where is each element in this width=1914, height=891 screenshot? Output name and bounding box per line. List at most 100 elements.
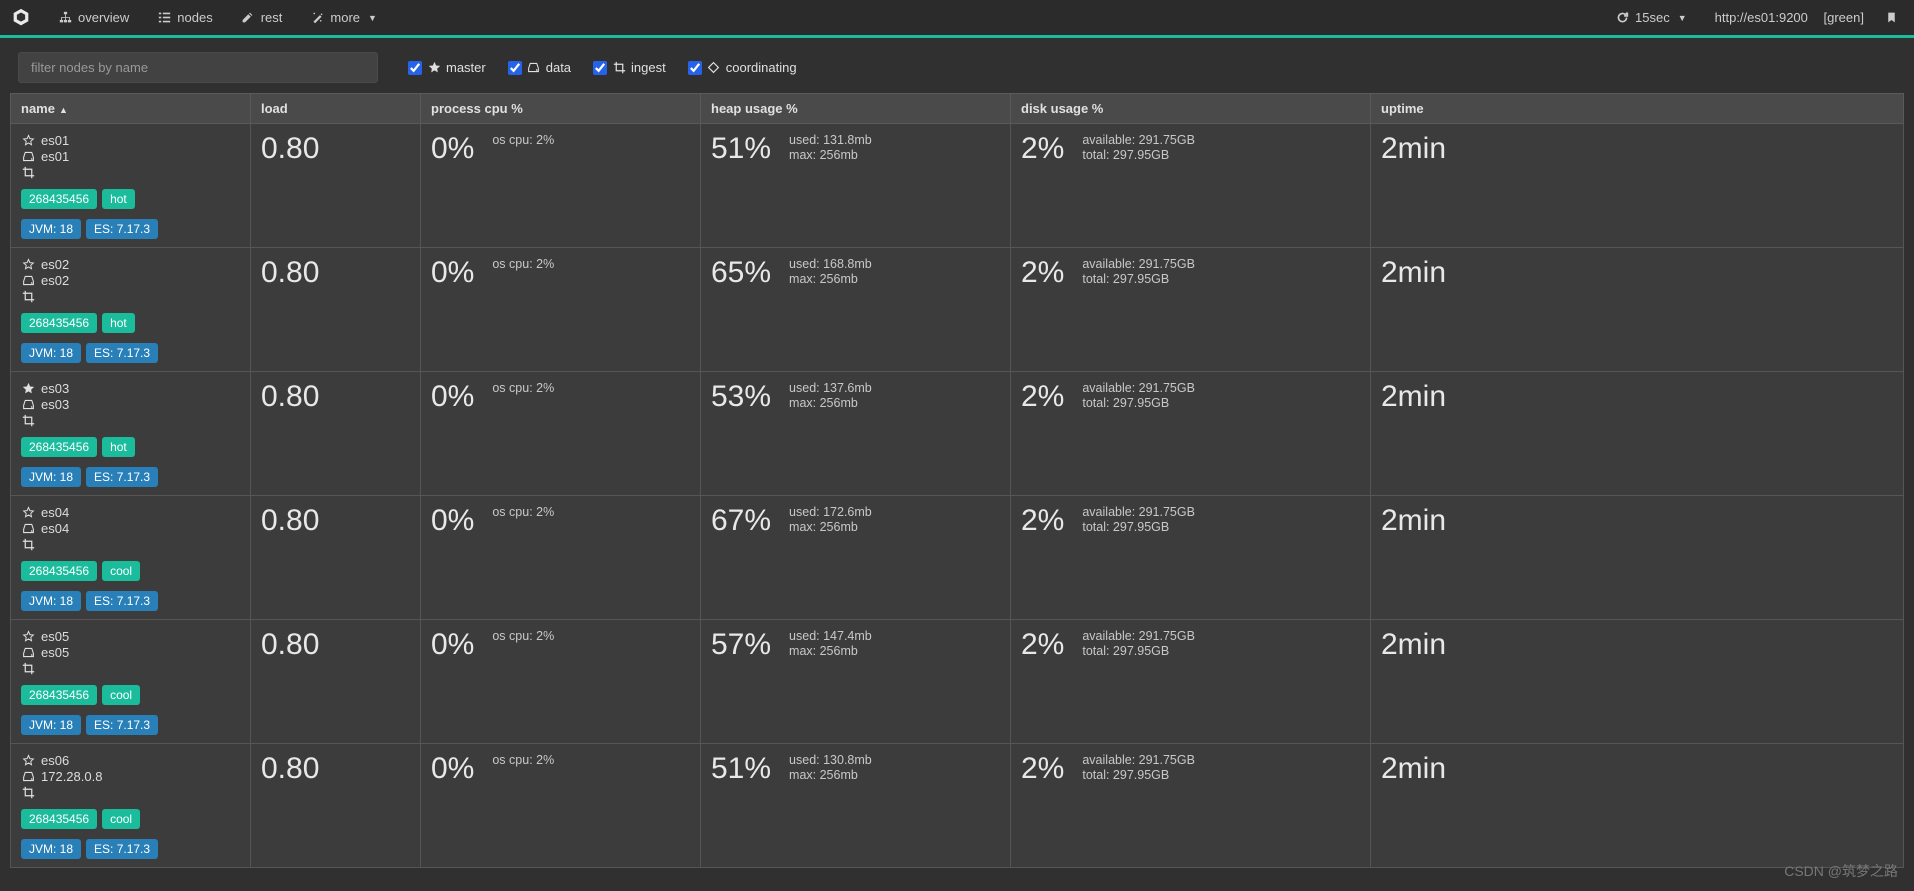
node-name[interactable]: es03 bbox=[41, 381, 69, 396]
disk-total: total: 297.95GB bbox=[1082, 768, 1195, 782]
cell-disk: 2%available: 291.75GBtotal: 297.95GB bbox=[1011, 496, 1371, 620]
heap-max: max: 256mb bbox=[789, 520, 872, 534]
cell-cpu: 0% os cpu: 2% bbox=[421, 372, 701, 496]
cell-load: 0.80 bbox=[251, 496, 421, 620]
uptime-value: 2min bbox=[1381, 256, 1893, 289]
role-filter-coordinating[interactable]: coordinating bbox=[688, 60, 797, 75]
cell-disk: 2% available: 291.75GBtotal: 297.95GB bbox=[1011, 124, 1371, 248]
cell-uptime: 2min bbox=[1371, 620, 1904, 744]
table-row: es05es05268435456coolJVM: 18ES: 7.17.30.… bbox=[11, 620, 1904, 744]
jvm-badge: JVM: 18 bbox=[21, 467, 81, 487]
cpu-value: 0% bbox=[431, 504, 474, 537]
nav-label: rest bbox=[261, 10, 283, 25]
role-checkbox[interactable] bbox=[688, 61, 702, 75]
role-checkbox[interactable] bbox=[408, 61, 422, 75]
cpu-value: 0% bbox=[431, 380, 474, 413]
nav-nodes[interactable]: nodes bbox=[143, 0, 226, 37]
filter-input[interactable] bbox=[18, 52, 378, 83]
column-header-heap[interactable]: heap usage % bbox=[701, 94, 1011, 124]
es-badge: ES: 7.17.3 bbox=[86, 467, 158, 487]
os-cpu: os cpu: 2% bbox=[492, 753, 554, 767]
role-filter-master[interactable]: master bbox=[408, 60, 486, 75]
table-row: es02es02268435456hotJVM: 18ES: 7.17.30.8… bbox=[11, 248, 1904, 372]
chevron-down-icon: ▼ bbox=[1678, 13, 1687, 23]
role-checkbox[interactable] bbox=[593, 61, 607, 75]
sitemap-icon bbox=[58, 11, 72, 25]
crop-icon bbox=[21, 413, 35, 427]
node-name[interactable]: es06 bbox=[41, 753, 69, 768]
os-cpu: os cpu: 2% bbox=[492, 629, 554, 643]
es-badge: ES: 7.17.3 bbox=[86, 591, 158, 611]
jvm-badge: JVM: 18 bbox=[21, 591, 81, 611]
nav-more[interactable]: more ▼ bbox=[296, 0, 391, 37]
os-cpu: os cpu: 2% bbox=[492, 257, 554, 271]
column-header-load[interactable]: load bbox=[251, 94, 421, 124]
hdd-icon bbox=[21, 150, 35, 164]
cell-disk: 2% available: 291.75GBtotal: 297.95GB bbox=[1011, 744, 1371, 868]
role-filter-ingest[interactable]: ingest bbox=[593, 60, 666, 75]
cell-load: 0.80 bbox=[251, 620, 421, 744]
heap-value: 51% bbox=[711, 752, 771, 785]
cell-cpu: 0%os cpu: 2% bbox=[421, 124, 701, 248]
cell-heap: 67%used: 172.6mbmax: 256mb bbox=[701, 496, 1011, 620]
hdd-icon bbox=[527, 61, 541, 75]
cell-name: es06172.28.0.8268435456coolJVM: 18ES: 7.… bbox=[11, 744, 251, 868]
nav-label: more bbox=[330, 10, 360, 25]
node-name[interactable]: es04 bbox=[41, 505, 69, 520]
disk-value: 2% bbox=[1021, 752, 1064, 785]
crop-icon bbox=[21, 289, 35, 303]
cell-name: es03es03268435456hotJVM: 18ES: 7.17.3 bbox=[11, 372, 251, 496]
cluster-link[interactable]: http://es01:9200 [green] bbox=[1701, 0, 1878, 37]
cell-load: 0.80 bbox=[251, 124, 421, 248]
cell-heap: 53%used: 137.6mbmax: 256mb bbox=[701, 372, 1011, 496]
heap-used: used: 130.8mb bbox=[789, 753, 872, 767]
es-badge: ES: 7.17.3 bbox=[86, 343, 158, 363]
cell-heap: 51%used: 130.8mbmax: 256mb bbox=[701, 744, 1011, 868]
cell-cpu: 0%os cpu: 2% bbox=[421, 248, 701, 372]
column-header-disk[interactable]: disk usage % bbox=[1011, 94, 1371, 124]
role-checkbox[interactable] bbox=[508, 61, 522, 75]
node-host: es03 bbox=[41, 397, 69, 412]
nodes-table: name▲ load process cpu % heap usage % di… bbox=[10, 93, 1904, 868]
chevron-down-icon: ▼ bbox=[368, 13, 377, 23]
refresh-dropdown[interactable]: 15sec ▼ bbox=[1601, 0, 1701, 37]
cell-uptime: 2min bbox=[1371, 124, 1904, 248]
disk-value: 2% bbox=[1021, 132, 1064, 165]
refresh-icon bbox=[1615, 11, 1629, 25]
load-value: 0.80 bbox=[261, 256, 410, 289]
disk-avail: available: 291.75GB bbox=[1082, 629, 1195, 643]
crop-icon bbox=[21, 165, 35, 179]
nav-rest[interactable]: rest bbox=[227, 0, 297, 37]
column-header-uptime[interactable]: uptime bbox=[1371, 94, 1904, 124]
role-filters: master data ingest coordinating bbox=[408, 60, 797, 75]
bookmark-button[interactable] bbox=[1878, 0, 1904, 37]
table-row: es04es04268435456coolJVM: 18ES: 7.17.30.… bbox=[11, 496, 1904, 620]
heap-value: 65% bbox=[711, 256, 771, 289]
hdd-icon bbox=[21, 398, 35, 412]
column-header-cpu[interactable]: process cpu % bbox=[421, 94, 701, 124]
column-header-name[interactable]: name▲ bbox=[11, 94, 251, 124]
heap-value: 51% bbox=[711, 132, 771, 165]
disk-avail: available: 291.75GB bbox=[1082, 381, 1195, 395]
node-name[interactable]: es02 bbox=[41, 257, 69, 272]
node-name[interactable]: es05 bbox=[41, 629, 69, 644]
uptime-value: 2min bbox=[1381, 132, 1893, 165]
role-filter-data[interactable]: data bbox=[508, 60, 571, 75]
load-value: 0.80 bbox=[261, 752, 410, 785]
tier-badge: hot bbox=[102, 189, 135, 209]
crop-icon bbox=[21, 785, 35, 799]
disk-avail: available: 291.75GB bbox=[1082, 133, 1195, 147]
cpu-value: 0% bbox=[431, 752, 474, 785]
load-value: 0.80 bbox=[261, 628, 410, 661]
os-cpu: os cpu: 2% bbox=[492, 381, 554, 395]
cell-load: 0.80 bbox=[251, 744, 421, 868]
nav-label: nodes bbox=[177, 10, 212, 25]
node-name[interactable]: es01 bbox=[41, 133, 69, 148]
mem-badge: 268435456 bbox=[21, 189, 97, 209]
mem-badge: 268435456 bbox=[21, 561, 97, 581]
hdd-icon bbox=[21, 646, 35, 660]
disk-avail: available: 291.75GB bbox=[1082, 505, 1195, 519]
nav-overview[interactable]: overview bbox=[44, 0, 143, 37]
disk-avail: available: 291.75GB bbox=[1082, 753, 1195, 767]
disk-total: total: 297.95GB bbox=[1082, 148, 1195, 162]
